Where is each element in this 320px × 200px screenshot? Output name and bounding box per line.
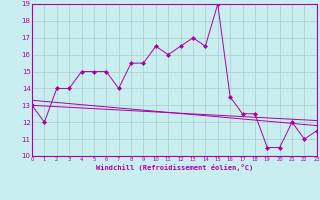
X-axis label: Windchill (Refroidissement éolien,°C): Windchill (Refroidissement éolien,°C) bbox=[96, 164, 253, 171]
